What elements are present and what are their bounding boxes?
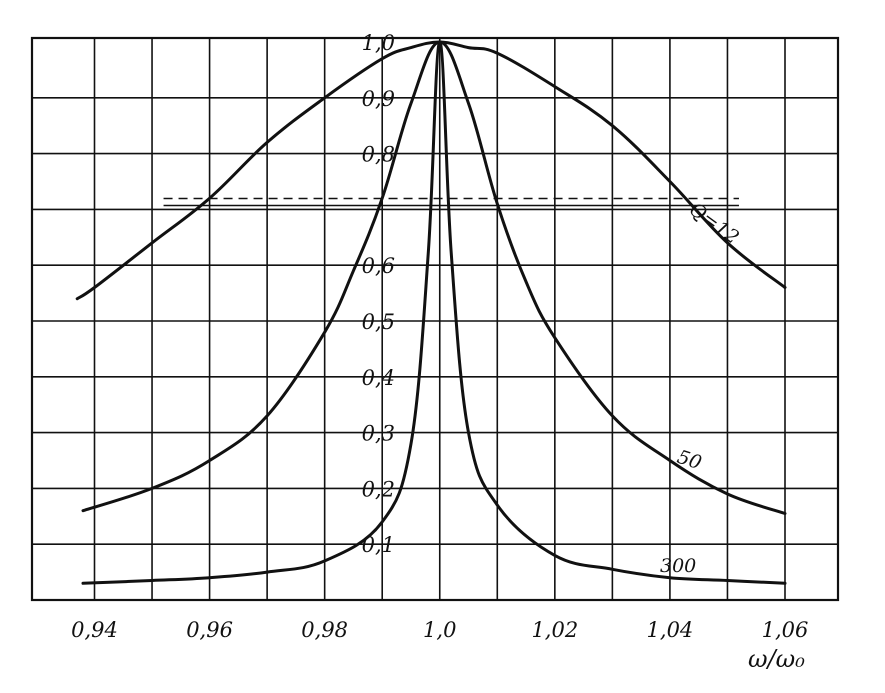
x-tick-labels: 0,94 0,96 0,98 1,0 1,02 1,04 1,06 xyxy=(71,618,808,642)
curve-label: 300 xyxy=(660,555,696,577)
y-tick-label: 0,2 xyxy=(362,477,395,501)
x-tick-label: 0,94 xyxy=(71,618,118,642)
y-tick-label: 0,1 xyxy=(362,533,395,557)
reference-lines xyxy=(163,197,739,207)
y-tick-label: 0,8 xyxy=(362,143,395,167)
y-tick-labels: 0,1 0,2 0,3 0,4 0,5 0,6 0,8 0,9 1,0 xyxy=(362,31,395,557)
y-tick-label: 1,0 xyxy=(362,31,395,55)
y-tick-label: 0,3 xyxy=(362,422,395,446)
x-tick-label: 0,96 xyxy=(186,618,233,642)
curve-label: 50 xyxy=(674,446,704,474)
y-tick-label: 0,6 xyxy=(362,254,395,278)
y-tick-label: 0,9 xyxy=(362,87,395,111)
x-tick-label: 1,02 xyxy=(531,618,578,642)
series-curve-300 xyxy=(81,40,787,585)
x-tick-label: 1,0 xyxy=(423,618,456,642)
x-tick-label: 1,06 xyxy=(762,618,809,642)
series-curve-q12 xyxy=(75,40,787,301)
y-tick-label: 0,4 xyxy=(362,366,395,390)
x-tick-label: 1,04 xyxy=(647,618,694,642)
x-axis-title: ω/ω₀ xyxy=(748,645,805,673)
plot-frame xyxy=(30,36,840,602)
curves xyxy=(75,40,787,585)
x-tick-label: 0,98 xyxy=(301,618,348,642)
y-tick-label: 0,5 xyxy=(362,310,395,334)
